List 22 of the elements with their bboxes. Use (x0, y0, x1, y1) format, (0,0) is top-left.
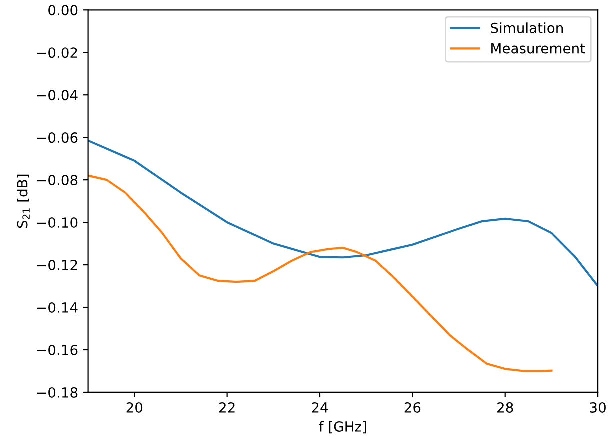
y-tick-label: −0.10 (37, 218, 78, 228)
x-tick-label: 20 (126, 402, 143, 413)
x-tick-label: 24 (312, 402, 328, 413)
x-tick-label: 22 (220, 402, 235, 413)
x-tick-label: 30 (590, 402, 606, 413)
x-tick-label: 28 (498, 402, 514, 413)
x-axis-title: f [GHz] (319, 421, 366, 434)
y-tick-label: −0.14 (37, 302, 78, 313)
y-tick-label: 0.00 (48, 5, 78, 16)
line-series (88, 140, 598, 288)
y-tick-label: −0.16 (37, 344, 78, 356)
y-tick-label: −0.12 (37, 260, 78, 271)
legend-label: Simulation (491, 22, 563, 34)
x-tick-label: 26 (404, 402, 421, 413)
legend-label: Measurement (492, 43, 586, 54)
y-tick-label: −0.04 (37, 90, 78, 101)
y-tick-label: −0.06 (37, 132, 78, 144)
line-series (88, 174, 553, 372)
y-tick-label: −0.18 (37, 387, 78, 398)
y-tick-label: −0.08 (37, 175, 78, 186)
y-tick-label: −0.02 (37, 48, 78, 58)
y-axis-title: S$_{21}$ [dB] (17, 174, 30, 228)
